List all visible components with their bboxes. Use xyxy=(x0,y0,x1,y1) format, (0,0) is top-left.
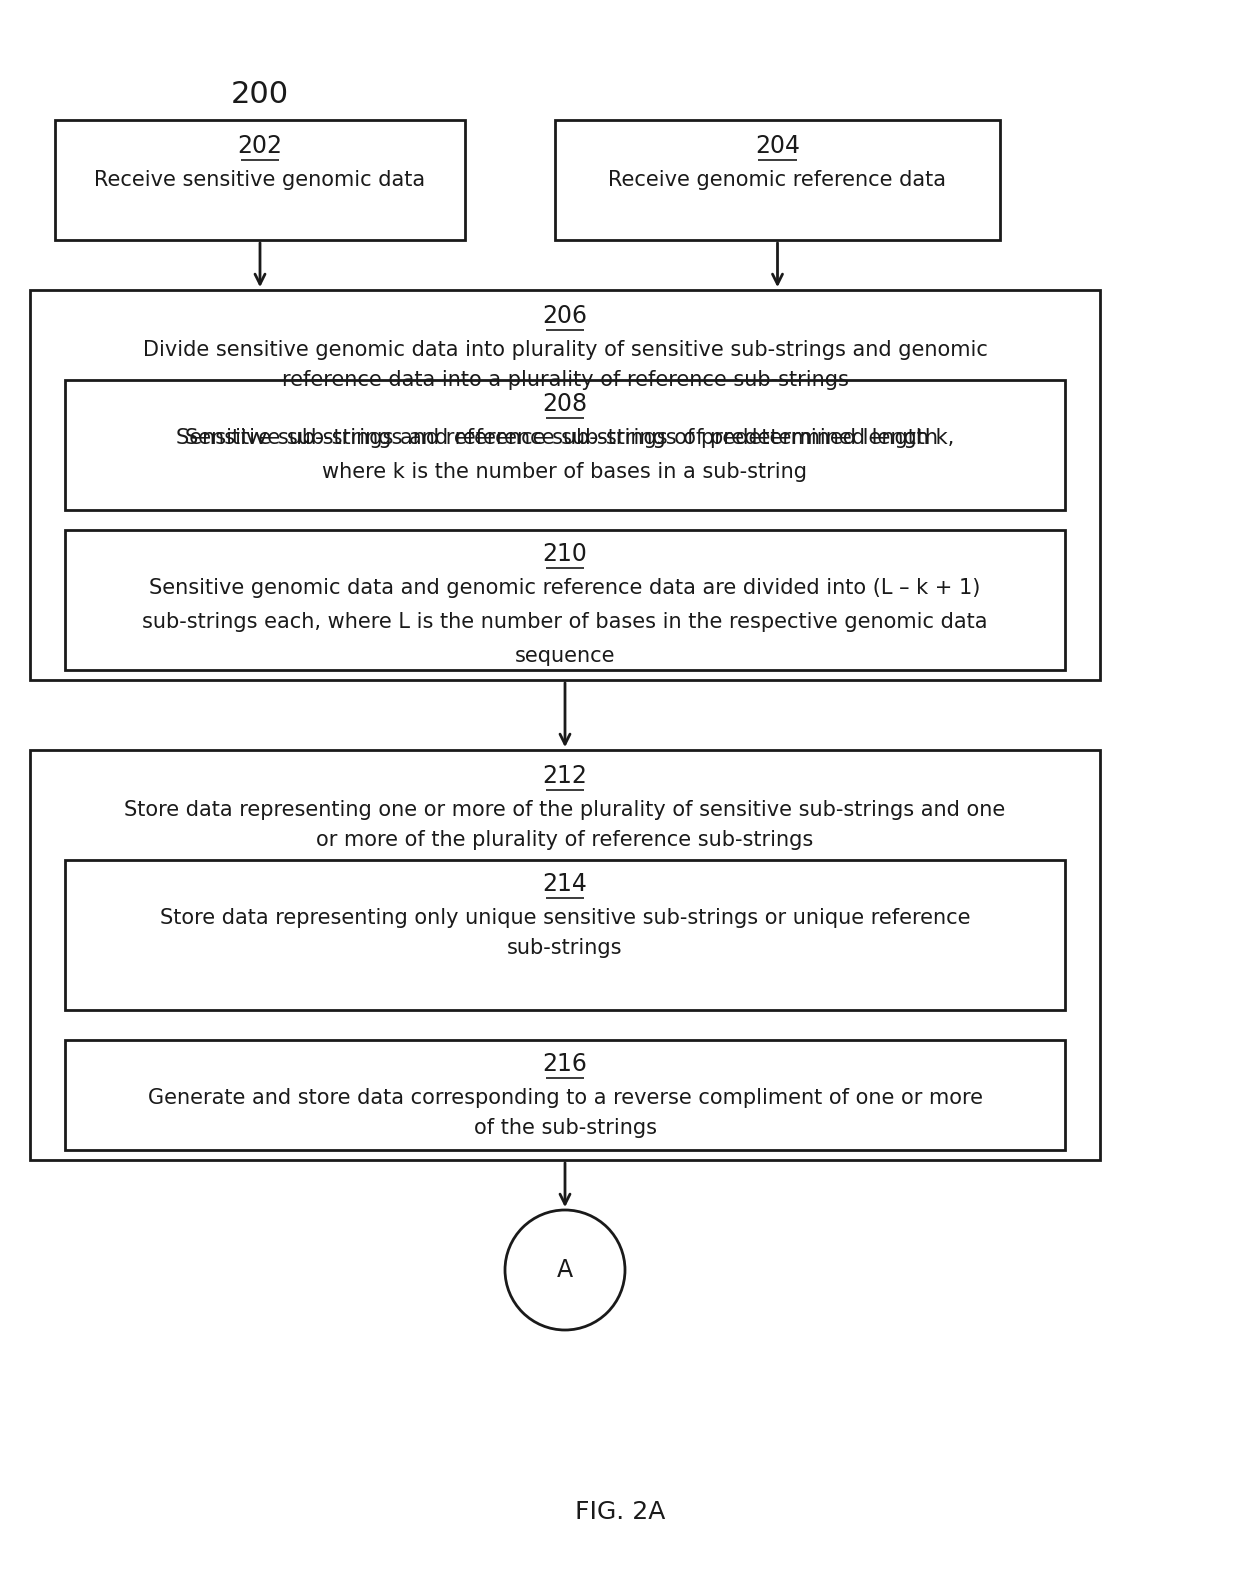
Text: 204: 204 xyxy=(755,133,800,159)
Text: 208: 208 xyxy=(542,392,588,416)
Text: Store data representing one or more of the plurality of sensitive sub-strings an: Store data representing one or more of t… xyxy=(124,800,1006,849)
Text: where k is the number of bases in a sub-string: where k is the number of bases in a sub-… xyxy=(322,462,807,482)
Bar xyxy=(30,290,1100,679)
Text: Receive genomic reference data: Receive genomic reference data xyxy=(609,170,946,190)
Text: FIG. 2A: FIG. 2A xyxy=(575,1500,665,1524)
Text: Generate and store data corresponding to a reverse compliment of one or more
of : Generate and store data corresponding to… xyxy=(148,1089,982,1138)
Text: Receive sensitive genomic data: Receive sensitive genomic data xyxy=(94,170,425,190)
Text: sequence: sequence xyxy=(515,646,615,667)
Text: 206: 206 xyxy=(543,305,588,329)
Bar xyxy=(556,121,999,240)
Text: 202: 202 xyxy=(238,133,283,159)
Circle shape xyxy=(505,1209,625,1330)
Bar xyxy=(64,530,1065,670)
Text: 210: 210 xyxy=(543,543,588,567)
Text: Sensitive sub-strings and reference sub-strings of predetermined length: Sensitive sub-strings and reference sub-… xyxy=(185,428,945,448)
Bar xyxy=(30,751,1100,1160)
Bar xyxy=(55,121,465,240)
Bar xyxy=(64,860,1065,1009)
Bar xyxy=(64,1039,1065,1151)
Text: Sensitive genomic data and genomic reference data are divided into (L – k + 1): Sensitive genomic data and genomic refer… xyxy=(149,578,981,598)
Text: Sensitive sub-strings and reference sub-strings of predetermined length k,: Sensitive sub-strings and reference sub-… xyxy=(176,428,954,448)
Text: Store data representing only unique sensitive sub-strings or unique reference
su: Store data representing only unique sens… xyxy=(160,908,970,957)
Text: 214: 214 xyxy=(543,871,588,897)
Text: sub-strings each, where L is the number of bases in the respective genomic data: sub-strings each, where L is the number … xyxy=(143,613,988,632)
Text: 216: 216 xyxy=(543,1052,588,1076)
Bar xyxy=(64,379,1065,509)
Text: 212: 212 xyxy=(543,763,588,789)
Text: Divide sensitive genomic data into plurality of sensitive sub-strings and genomi: Divide sensitive genomic data into plura… xyxy=(143,340,987,389)
Text: 200: 200 xyxy=(231,79,289,110)
Text: A: A xyxy=(557,1258,573,1282)
